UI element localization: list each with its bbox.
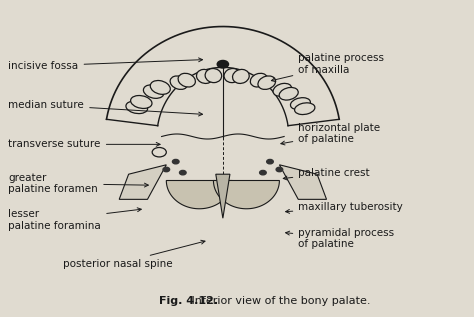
Ellipse shape — [170, 76, 188, 89]
Text: Fig. 4.12.: Fig. 4.12. — [159, 295, 219, 306]
Polygon shape — [166, 180, 232, 209]
Ellipse shape — [233, 69, 249, 83]
Circle shape — [260, 171, 266, 175]
Circle shape — [180, 171, 186, 175]
Text: transverse suture: transverse suture — [9, 139, 160, 149]
Polygon shape — [216, 174, 230, 218]
Ellipse shape — [224, 68, 241, 83]
Circle shape — [173, 159, 179, 164]
Text: pyramidal process
of palatine: pyramidal process of palatine — [286, 228, 394, 249]
Ellipse shape — [131, 95, 152, 108]
Text: horizontal plate
of palatine: horizontal plate of palatine — [281, 123, 380, 145]
Circle shape — [217, 61, 228, 68]
Text: median suture: median suture — [9, 100, 202, 116]
Text: greater
palatine foramen: greater palatine foramen — [9, 173, 148, 194]
Ellipse shape — [150, 81, 170, 94]
Ellipse shape — [144, 85, 164, 98]
Text: posterior nasal spine: posterior nasal spine — [63, 240, 205, 269]
Polygon shape — [279, 165, 327, 199]
Text: incisive fossa: incisive fossa — [9, 58, 202, 71]
Circle shape — [267, 159, 273, 164]
Ellipse shape — [205, 68, 222, 83]
Text: palatine crest: palatine crest — [283, 168, 370, 180]
Ellipse shape — [294, 103, 315, 114]
Text: Inferior view of the bony palate.: Inferior view of the bony palate. — [188, 295, 370, 306]
Polygon shape — [213, 180, 279, 209]
Circle shape — [276, 167, 283, 172]
Ellipse shape — [291, 98, 310, 110]
Ellipse shape — [250, 73, 268, 87]
Text: palatine process
of maxilla: palatine process of maxilla — [272, 54, 384, 82]
Ellipse shape — [273, 83, 292, 96]
Text: lesser
palatine foramina: lesser palatine foramina — [9, 208, 141, 230]
Polygon shape — [119, 165, 166, 199]
Ellipse shape — [126, 101, 148, 113]
Text: maxillary tuberosity: maxillary tuberosity — [286, 202, 403, 213]
Circle shape — [163, 167, 170, 172]
Ellipse shape — [197, 69, 213, 83]
Ellipse shape — [178, 73, 195, 87]
Ellipse shape — [279, 87, 298, 100]
Ellipse shape — [258, 76, 275, 89]
